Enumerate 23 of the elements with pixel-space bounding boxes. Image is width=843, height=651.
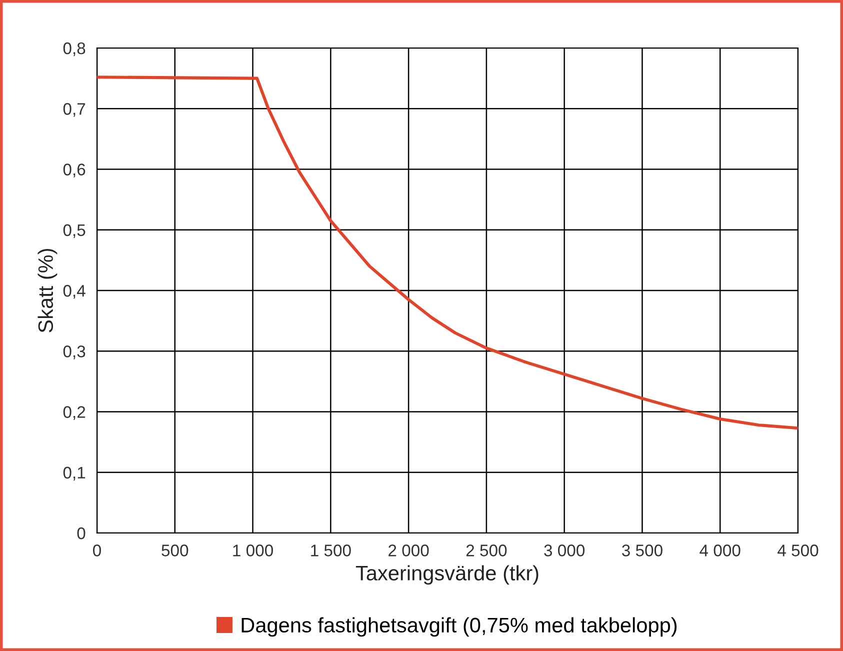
y-tick-label: 0,4: [63, 284, 86, 299]
y-tick-label: 0,2: [63, 406, 86, 420]
x-tick-label: 3 000: [544, 544, 585, 556]
y-tick-label: 0,5: [63, 224, 86, 238]
y-axis-title: Skatt (%): [38, 248, 58, 332]
x-tick-label: 0: [93, 544, 101, 556]
x-axis-title: Taxeringsvärde (tkr): [356, 565, 538, 585]
y-tick-label: 0,6: [63, 164, 86, 178]
x-tick-label: 1 000: [233, 544, 273, 556]
x-tick-label: 4 000: [700, 544, 740, 556]
legend-label: Dagens fastighetsavgift (0,75% med takbelopp): [242, 617, 677, 637]
x-tick-label: 500: [162, 544, 188, 556]
x-tick-label: 1 500: [311, 544, 351, 556]
line-series: [97, 76, 798, 430]
x-tick-label: 4 500: [778, 544, 818, 556]
y-tick-label: 0,1: [63, 466, 86, 481]
y-tick-label: 0,3: [63, 346, 86, 360]
x-tick-label: 3 500: [622, 544, 662, 556]
y-tick-label: 0: [77, 527, 86, 540]
x-tick-label: 2 000: [388, 544, 429, 556]
y-tick-label: 0,7: [63, 103, 86, 117]
x-tick-label: 2 500: [466, 544, 507, 556]
y-tick-label: 0,8: [63, 42, 86, 56]
